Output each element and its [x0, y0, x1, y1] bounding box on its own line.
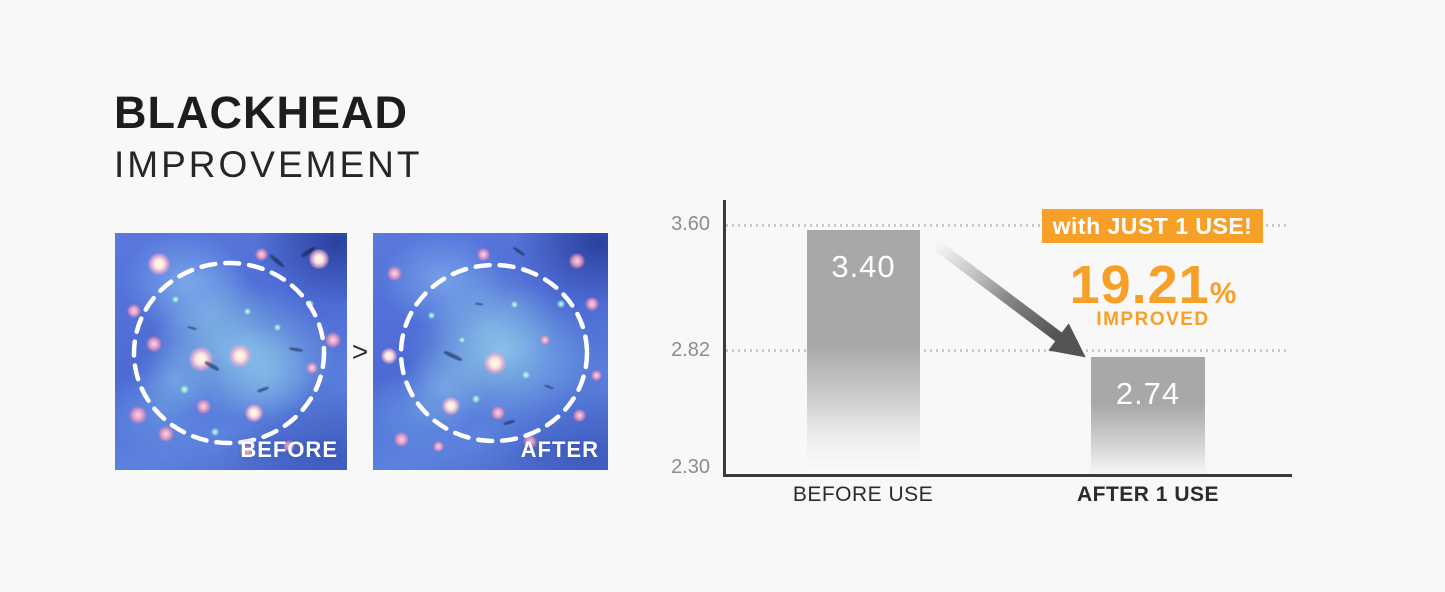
- blackhead-spot-decoration: [126, 304, 141, 319]
- blackhead-spot-decoration: [569, 253, 586, 270]
- blackhead-spot-decoration: [584, 297, 599, 312]
- trend-arrow-icon: [931, 239, 1086, 358]
- blackhead-spot-decoration: [433, 440, 445, 452]
- blackhead-spot-decoration: [306, 362, 319, 375]
- blackhead-spot-decoration: [240, 444, 255, 459]
- blackhead-spot-decoration: [459, 336, 466, 343]
- blackhead-spot-decoration: [148, 252, 171, 275]
- blackhead-spot-decoration: [146, 336, 163, 353]
- improved-label: IMPROVED: [1096, 309, 1210, 330]
- blackhead-spot-decoration: [398, 342, 489, 433]
- y-axis-line: [723, 200, 726, 477]
- before-photo: BEFORE: [115, 233, 347, 470]
- blackhead-spot-decoration: [393, 431, 409, 447]
- blackhead-spot-decoration: [325, 331, 342, 348]
- blackhead-spot-decoration: [210, 428, 219, 437]
- after-photo-label: AFTER: [520, 437, 599, 462]
- blackhead-spot-decoration: [521, 371, 530, 380]
- blackhead-spot-decoration: [472, 394, 481, 403]
- bar-after-1-use: 2.74: [1091, 357, 1205, 475]
- x-label-after-1-use: AFTER 1 USE: [1076, 483, 1220, 506]
- blackhead-spot-decoration: [243, 307, 251, 315]
- dashed-circle-icon: [131, 260, 327, 446]
- blackhead-spot-decoration: [573, 408, 587, 422]
- blackhead-spot-decoration: [215, 325, 316, 426]
- blackhead-spot-decoration: [557, 300, 565, 309]
- blackhead-spot-decoration: [490, 406, 505, 421]
- blackhead-spot-decoration: [476, 247, 490, 261]
- before-photo-label: BEFORE: [240, 437, 338, 462]
- chevron-right-icon: >: [351, 335, 369, 367]
- bar-value-label: 2.74: [1115, 376, 1181, 411]
- blackhead-spot-decoration: [441, 397, 460, 415]
- x-label-before-use: BEFORE USE: [792, 483, 934, 506]
- blackhead-spot-decoration: [428, 312, 436, 320]
- blackhead-spot-decoration: [386, 265, 402, 281]
- blackhead-spot-decoration: [590, 369, 602, 381]
- after-photo: AFTER: [373, 233, 608, 470]
- blackhead-spot-decoration: [381, 348, 398, 365]
- badge-just-1-use: with JUST 1 USE!: [1042, 209, 1263, 243]
- x-axis-line: [723, 474, 1292, 477]
- blackhead-spot-decoration: [510, 300, 518, 308]
- blackhead-spot-decoration: [309, 249, 330, 270]
- percent-improved-value: 19.21%: [1063, 254, 1243, 316]
- percent-number: 19.21: [1069, 255, 1210, 315]
- gridline-2-82: [726, 349, 1290, 352]
- blackhead-spot-decoration: [523, 434, 538, 449]
- blackhead-spot-decoration: [129, 406, 148, 425]
- dashed-circle-icon: [398, 262, 590, 444]
- blackhead-spot-decoration: [188, 346, 213, 371]
- bar-before-use: 3.40: [807, 230, 920, 475]
- blackhead-spot-decoration: [254, 247, 268, 261]
- y-tick-3-60: 3.60: [671, 213, 710, 235]
- blackhead-spot-decoration: [180, 384, 190, 394]
- blackhead-spot-decoration: [171, 295, 179, 303]
- blackhead-spot-decoration: [195, 398, 211, 414]
- y-tick-2-30: 2.30: [671, 456, 710, 478]
- page-title: BLACKHEAD: [114, 87, 408, 138]
- blackhead-spot-decoration: [158, 426, 175, 443]
- gridline-3-60: [726, 224, 1290, 227]
- title-block: BLACKHEAD IMPROVEMENT: [114, 90, 422, 183]
- blackhead-spot-decoration: [229, 345, 252, 368]
- blackhead-spot-decoration: [283, 440, 295, 453]
- y-tick-2-82: 2.82: [671, 339, 710, 361]
- blackhead-spot-decoration: [484, 352, 507, 375]
- blackhead-spot-decoration: [273, 324, 281, 332]
- page-subtitle: IMPROVEMENT: [114, 144, 423, 185]
- blackhead-spot-decoration: [539, 334, 550, 345]
- blackhead-spot-decoration: [245, 404, 264, 423]
- bar-value-label: 3.40: [831, 249, 896, 284]
- percent-sign: %: [1209, 277, 1237, 310]
